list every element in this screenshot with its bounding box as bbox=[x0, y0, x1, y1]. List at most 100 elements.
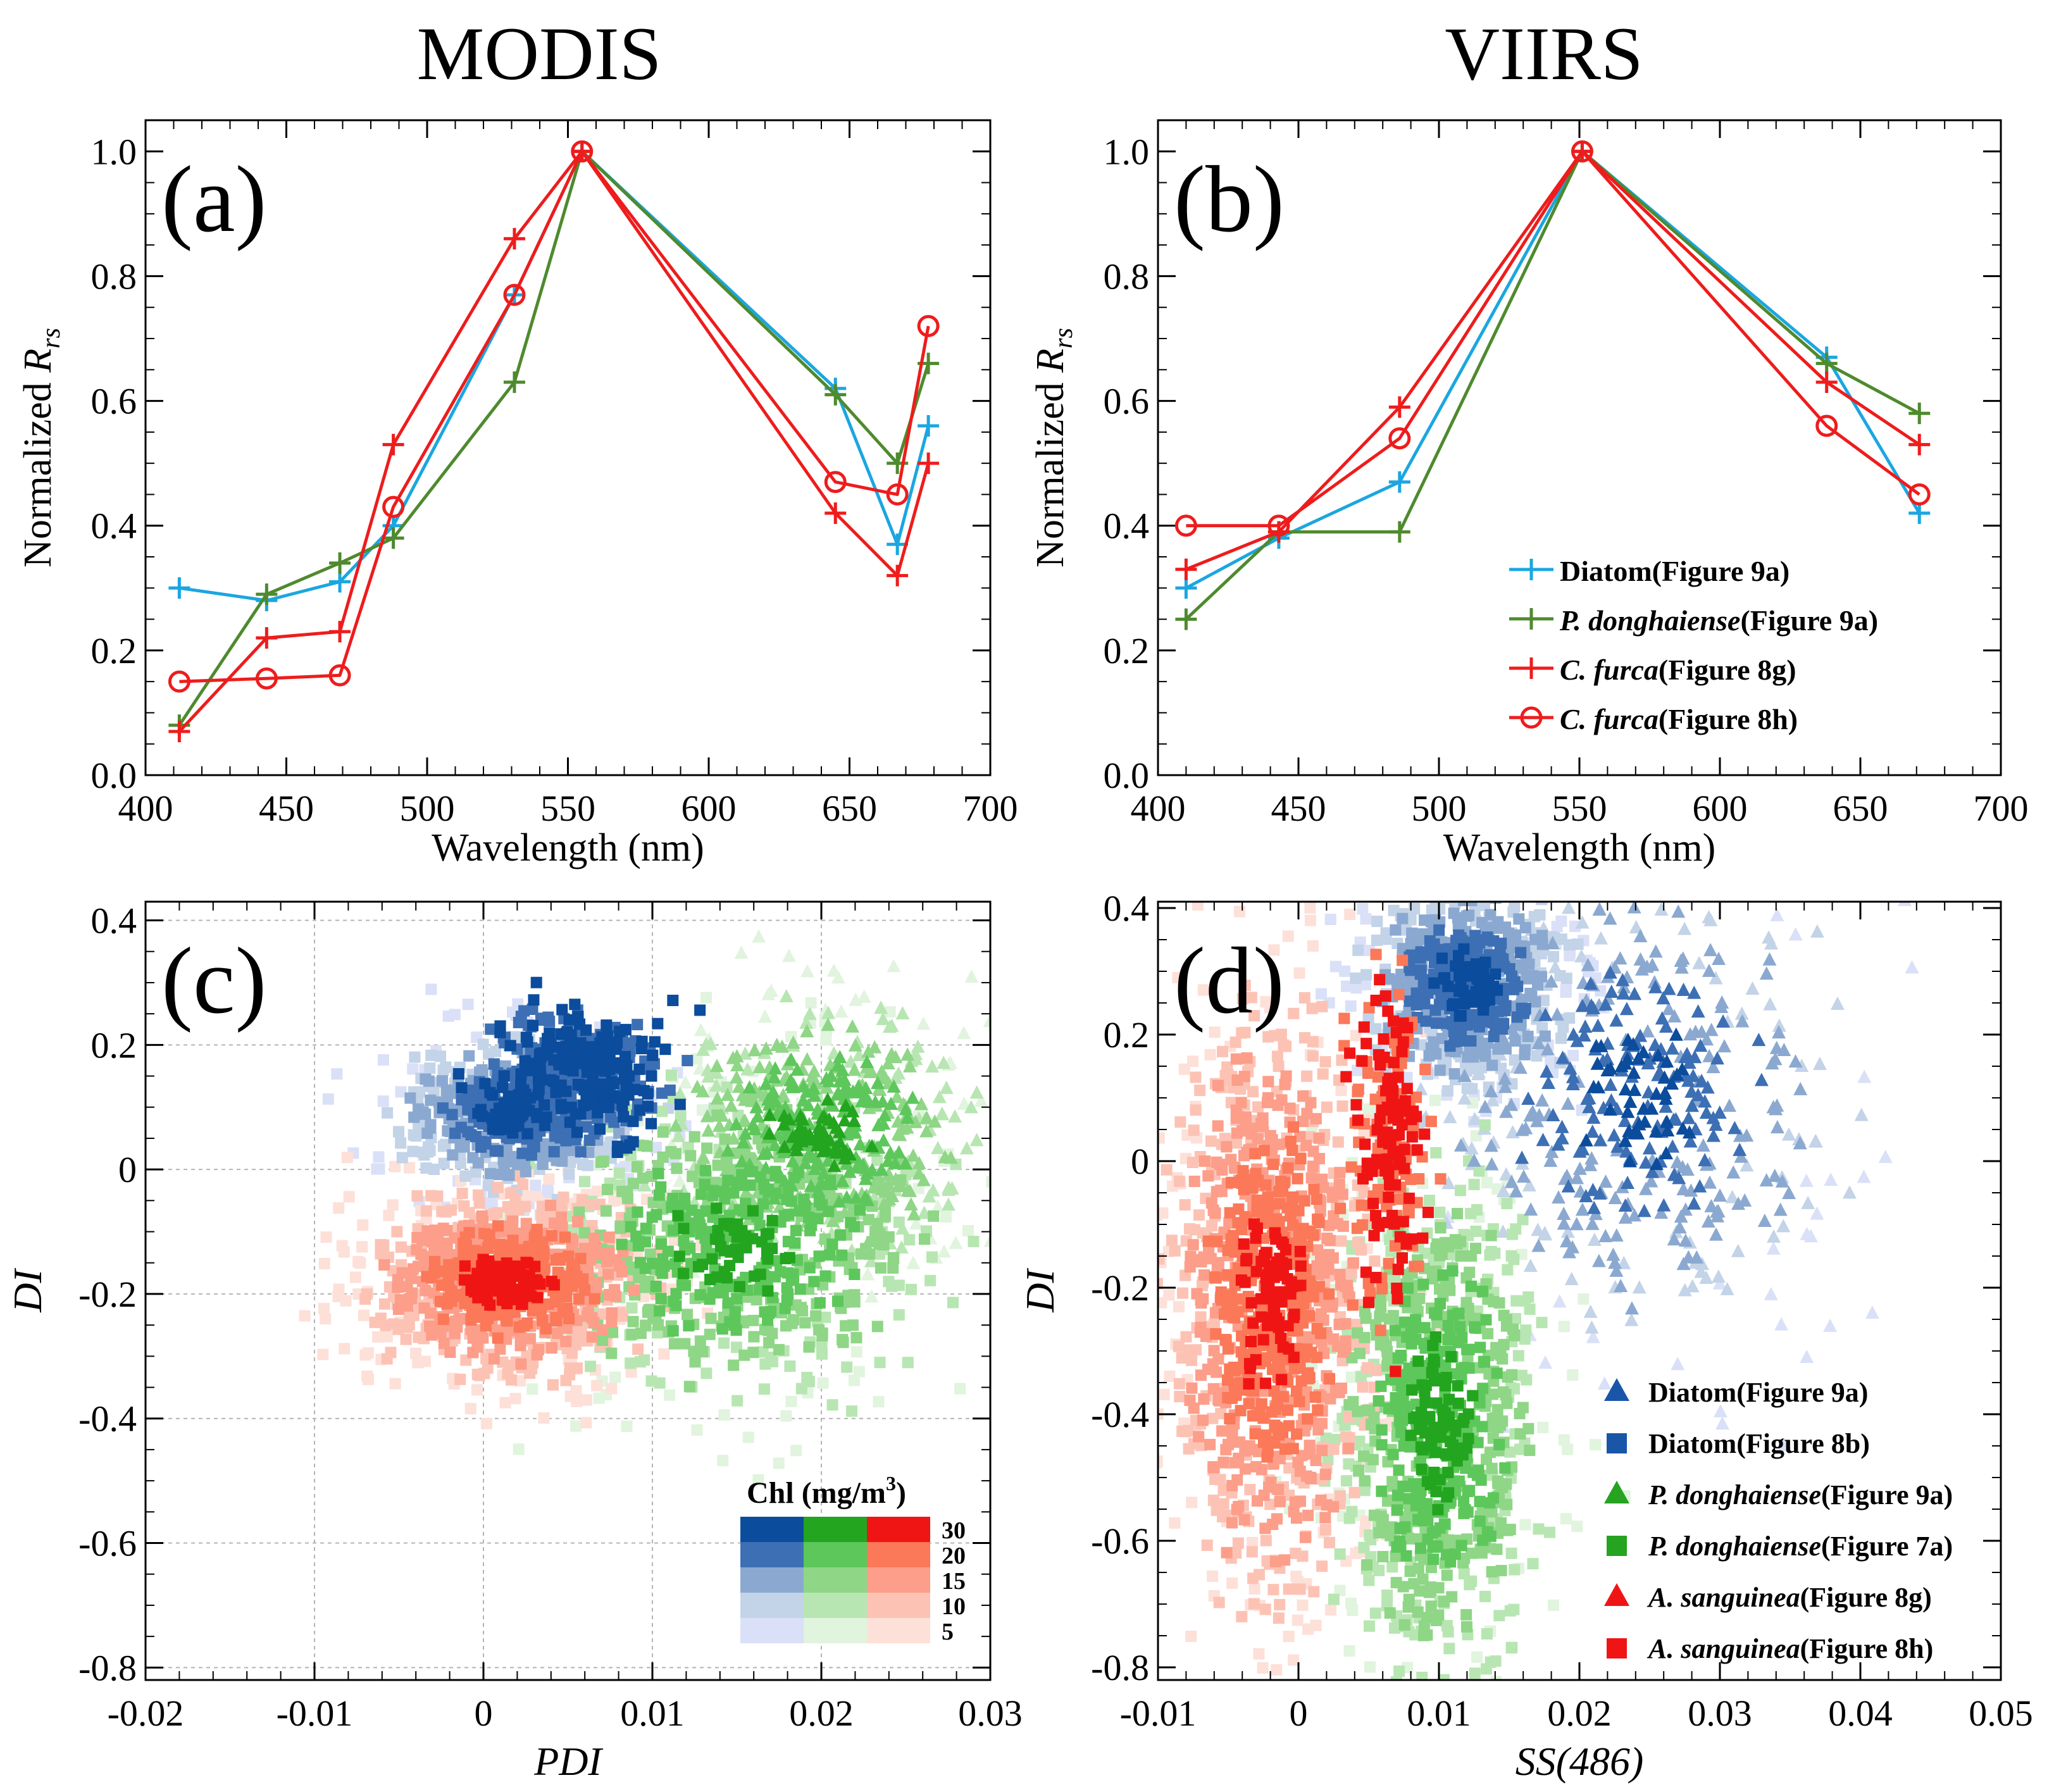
point-square-cfurca bbox=[494, 1281, 506, 1293]
point-square-dino bbox=[1509, 1564, 1521, 1576]
point-triangle-dino bbox=[800, 1024, 814, 1038]
point-square-diatom bbox=[1360, 913, 1372, 925]
point-square-cfurca bbox=[411, 1243, 423, 1255]
point-square-dino bbox=[613, 1167, 625, 1179]
point-square-dino bbox=[679, 1192, 691, 1204]
point-square-diatom bbox=[516, 1147, 528, 1159]
point-square-dino bbox=[655, 1293, 667, 1305]
point-square-cfurca bbox=[1247, 1086, 1259, 1098]
point-square-dino bbox=[740, 1241, 752, 1254]
point-triangle-dino bbox=[888, 1155, 902, 1169]
point-triangle-diatom bbox=[1770, 907, 1784, 921]
point-square-dino bbox=[1512, 1350, 1524, 1362]
point-square-dino bbox=[762, 1183, 775, 1195]
point-square-cfurca bbox=[1207, 1495, 1219, 1507]
point-square-dino bbox=[1465, 1207, 1477, 1219]
point-triangle-diatom bbox=[1782, 1185, 1796, 1199]
point-square-cfurca bbox=[545, 1199, 557, 1211]
point-triangle-diatom bbox=[1654, 902, 1669, 916]
point-square-dino bbox=[849, 1289, 861, 1301]
point-triangle-dino bbox=[736, 1135, 750, 1148]
point-square-diatom bbox=[542, 1011, 554, 1023]
point-triangle-dino bbox=[759, 1041, 773, 1055]
point-square-dino bbox=[1558, 1321, 1570, 1333]
point-square-dino bbox=[788, 1314, 800, 1326]
point-square-cfurca bbox=[526, 1304, 538, 1316]
point-square-cfurca bbox=[560, 1335, 572, 1347]
point-square-dino bbox=[1468, 1178, 1480, 1190]
point-square-dino bbox=[805, 997, 817, 1009]
point-triangle-dino bbox=[853, 1136, 868, 1150]
point-square-dino bbox=[678, 1235, 690, 1247]
point-square-diatom bbox=[1359, 979, 1371, 991]
series-point-circle bbox=[328, 664, 351, 687]
point-square-cfurca bbox=[580, 1417, 592, 1429]
point-triangle-dino bbox=[909, 1216, 924, 1230]
colorbar-cell-red bbox=[867, 1618, 930, 1643]
point-triangle-dino bbox=[873, 1082, 887, 1096]
point-square-diatom bbox=[462, 999, 474, 1011]
point-square-cfurca bbox=[1158, 1278, 1163, 1290]
point-square-dino bbox=[1364, 1661, 1376, 1673]
point-triangle-diatom bbox=[1583, 1157, 1598, 1171]
point-triangle-dino bbox=[712, 1118, 726, 1132]
point-square-diatom bbox=[649, 1036, 661, 1048]
point-triangle-diatom bbox=[1722, 1098, 1736, 1112]
point-triangle-diatom bbox=[1564, 1271, 1579, 1285]
point-square-diatom bbox=[1443, 880, 1455, 892]
point-square-diatom bbox=[583, 1135, 595, 1147]
point-square-dino bbox=[699, 1164, 711, 1176]
point-square-cfurca bbox=[378, 1259, 390, 1271]
point-square-dino bbox=[1328, 1593, 1340, 1605]
y-tick-label: 0.0 bbox=[91, 755, 137, 796]
point-square-cfurca bbox=[524, 1333, 536, 1345]
point-square-dino bbox=[813, 1250, 825, 1262]
point-triangle-dino bbox=[709, 1059, 724, 1073]
point-square-cfurca bbox=[357, 1219, 369, 1231]
point-triangle-dino bbox=[752, 1060, 767, 1074]
point-triangle-dino bbox=[883, 1145, 898, 1159]
point-triangle-dino bbox=[768, 1138, 782, 1152]
point-square-cfurca bbox=[1317, 1068, 1329, 1080]
point-square-cfurca bbox=[532, 1278, 544, 1290]
point-square-cfurca bbox=[530, 1191, 542, 1203]
point-square-dino bbox=[693, 1209, 705, 1221]
point-triangle-diatom bbox=[1554, 882, 1568, 895]
colorbar-cell-red bbox=[867, 1517, 930, 1542]
point-square-cfurca bbox=[531, 1349, 543, 1361]
point-square-diatom bbox=[682, 1055, 694, 1067]
point-triangle-dino bbox=[888, 1172, 903, 1186]
point-square-diatom bbox=[525, 1064, 537, 1076]
point-triangle-diatom bbox=[1799, 1173, 1814, 1187]
colorbar-title: Chl (mg/m3) bbox=[747, 1472, 906, 1510]
point-triangle-dino bbox=[907, 1207, 921, 1221]
point-triangle-diatom bbox=[1795, 1059, 1809, 1073]
point-triangle-dino bbox=[974, 1093, 988, 1107]
point-triangle-dino bbox=[831, 1086, 846, 1100]
point-square-dino bbox=[667, 1325, 679, 1337]
series-point-plus bbox=[1388, 521, 1410, 543]
point-square-dino bbox=[758, 1383, 770, 1395]
point-square-dino bbox=[871, 1154, 883, 1166]
point-square-diatom bbox=[538, 1119, 551, 1131]
point-square-dino bbox=[646, 1211, 658, 1223]
point-triangle-dino bbox=[730, 1070, 744, 1084]
point-triangle-diatom bbox=[1523, 1259, 1538, 1272]
point-triangle-dino bbox=[870, 1076, 885, 1090]
point-square-diatom bbox=[619, 1024, 632, 1036]
point-triangle-dino bbox=[937, 1055, 951, 1069]
point-square-dino bbox=[1484, 1656, 1497, 1668]
colorbar-cell-red bbox=[867, 1593, 930, 1618]
point-triangle-diatom bbox=[1617, 1255, 1631, 1269]
point-square-cfurca bbox=[410, 1347, 422, 1359]
point-triangle-dino bbox=[782, 1112, 797, 1126]
x-tick-label: 600 bbox=[682, 788, 737, 829]
point-triangle-dino bbox=[800, 1052, 814, 1066]
y-axis-label-R: R bbox=[16, 349, 59, 373]
point-square-diatom bbox=[1390, 924, 1402, 936]
series-line-3 bbox=[1186, 149, 1920, 528]
point-square-cfurca bbox=[561, 1302, 573, 1314]
point-triangle-dino bbox=[720, 1087, 735, 1101]
point-square-cfurca bbox=[1304, 1131, 1316, 1143]
point-square-dino bbox=[737, 1179, 749, 1192]
